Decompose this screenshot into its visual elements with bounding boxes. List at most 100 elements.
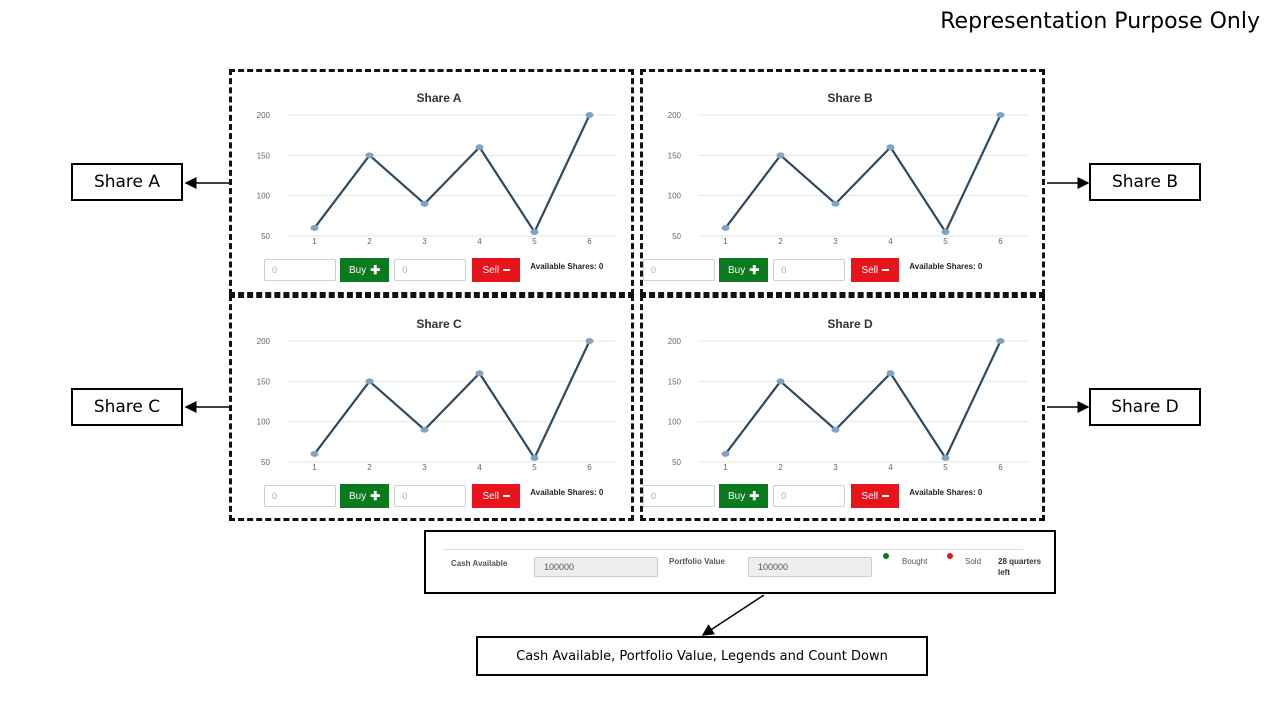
y-tick-label: 200 bbox=[257, 337, 271, 346]
share-b-callout: Share B bbox=[1089, 163, 1201, 201]
x-tick-label: 5 bbox=[943, 463, 948, 472]
x-tick-label: 2 bbox=[367, 237, 372, 246]
x-tick-label: 1 bbox=[312, 463, 317, 472]
chart-title: Share C bbox=[416, 317, 462, 331]
share-d-sell-button[interactable]: Sell bbox=[851, 484, 900, 508]
x-tick-label: 6 bbox=[998, 237, 1003, 246]
representation-note: Representation Purpose Only bbox=[940, 9, 1260, 34]
buy-label: Buy bbox=[349, 264, 367, 276]
sold-legend-label: Sold bbox=[965, 557, 982, 566]
bought-legend-dot-icon bbox=[883, 553, 889, 559]
x-tick-label: 2 bbox=[778, 463, 783, 472]
share-c-buy-button[interactable]: Buy ✚ bbox=[340, 484, 390, 508]
chart-title: Share B bbox=[827, 91, 873, 105]
data-point bbox=[365, 378, 374, 385]
share-a-buy-button[interactable]: Buy ✚ bbox=[340, 258, 390, 282]
cash-available-label: Cash Available bbox=[451, 559, 508, 568]
share-a-sell-quantity-input[interactable] bbox=[394, 259, 467, 281]
share-c-sell-quantity-input[interactable] bbox=[394, 485, 467, 507]
bought-legend-label: Bought bbox=[902, 557, 928, 566]
data-point bbox=[310, 450, 319, 457]
minus-icon bbox=[882, 495, 890, 497]
y-tick-label: 50 bbox=[261, 232, 270, 241]
share-d-controls: Buy✚ Sell Available Shares: 0 bbox=[643, 484, 982, 508]
share-b-panel: Share B 50 100 150 200 1 2 3 4 5 6 Buy✚ Sell Avail… bbox=[640, 69, 1045, 295]
data-point bbox=[831, 426, 840, 433]
x-tick-label: 3 bbox=[833, 463, 838, 472]
x-tick-label: 1 bbox=[312, 237, 317, 246]
data-point bbox=[996, 338, 1005, 344]
status-bar: Cash Available 100000 Portfolio Value 10… bbox=[424, 530, 1056, 594]
y-tick-label: 50 bbox=[672, 232, 681, 241]
minus-icon bbox=[503, 495, 511, 497]
x-tick-label: 3 bbox=[422, 237, 427, 246]
quarters-countdown: 28 quarters left bbox=[998, 557, 1042, 577]
y-tick-label: 100 bbox=[257, 418, 271, 427]
y-tick-label: 150 bbox=[668, 377, 682, 386]
share-a-callout: Share A bbox=[71, 163, 183, 201]
data-point bbox=[721, 450, 730, 457]
share-b-sell-button[interactable]: Sell bbox=[851, 258, 900, 282]
share-a-sell-button[interactable]: Sell bbox=[472, 258, 521, 282]
data-point bbox=[886, 370, 895, 377]
y-tick-label: 200 bbox=[257, 111, 271, 120]
share-a-chart: Share A 50 100 150 200 1 2 3 4 5 6 bbox=[257, 91, 617, 246]
share-d-sell-quantity-input[interactable] bbox=[773, 485, 846, 507]
share-c-available-shares: Available Shares: 0 bbox=[530, 487, 604, 497]
buy-label: Buy bbox=[349, 490, 367, 502]
buy-label: Buy bbox=[728, 490, 746, 502]
x-tick-label: 5 bbox=[532, 463, 537, 472]
share-b-sell-quantity-input[interactable] bbox=[773, 259, 846, 281]
y-tick-label: 150 bbox=[668, 151, 682, 160]
plus-icon: ✚ bbox=[370, 263, 381, 277]
status-callout: Cash Available, Portfolio Value, Legends… bbox=[476, 636, 928, 676]
cash-available-field[interactable]: 100000 bbox=[534, 557, 658, 577]
y-tick-label: 150 bbox=[257, 377, 271, 386]
share-b-buy-button[interactable]: Buy ✚ bbox=[719, 258, 769, 282]
data-point bbox=[585, 338, 594, 344]
chart-title: Share D bbox=[827, 317, 873, 331]
x-tick-label: 6 bbox=[998, 463, 1003, 472]
y-tick-label: 50 bbox=[261, 458, 270, 467]
share-b-chart: Share B 50 100 150 200 1 2 3 4 5 6 bbox=[668, 91, 1028, 246]
share-a-buy-quantity-input[interactable] bbox=[264, 259, 336, 281]
share-c-sell-button[interactable]: Sell bbox=[472, 484, 521, 508]
status-arrow bbox=[701, 594, 765, 636]
data-point bbox=[475, 144, 484, 151]
y-tick-label: 100 bbox=[257, 192, 271, 201]
data-point bbox=[365, 152, 374, 159]
y-tick-label: 150 bbox=[257, 151, 271, 160]
plus-icon: ✚ bbox=[749, 489, 760, 503]
share-d-available-shares: Available Shares: 0 bbox=[909, 487, 983, 497]
x-tick-label: 6 bbox=[587, 237, 592, 246]
buy-label: Buy bbox=[728, 264, 746, 276]
data-point bbox=[941, 454, 950, 461]
plus-icon: ✚ bbox=[370, 489, 381, 503]
data-point bbox=[420, 426, 429, 433]
data-point bbox=[530, 228, 539, 235]
x-tick-label: 4 bbox=[477, 463, 482, 472]
share-d-buy-button[interactable]: Buy ✚ bbox=[719, 484, 769, 508]
status-inner: Cash Available 100000 Portfolio Value 10… bbox=[443, 549, 1041, 590]
share-b-buy-quantity-input[interactable] bbox=[643, 259, 715, 281]
chart-title: Share A bbox=[417, 91, 462, 105]
share-d-buy-quantity-input[interactable] bbox=[643, 485, 715, 507]
data-point bbox=[310, 224, 319, 231]
y-tick-label: 200 bbox=[668, 111, 682, 120]
share-b-available-shares: Available Shares: 0 bbox=[909, 261, 983, 271]
x-tick-label: 5 bbox=[943, 237, 948, 246]
x-tick-label: 4 bbox=[888, 463, 893, 472]
series-line bbox=[313, 114, 591, 235]
sold-legend-dot-icon bbox=[947, 553, 953, 559]
sell-label: Sell bbox=[482, 264, 500, 276]
share-c-chart: Share C 50 100 150 200 1 2 3 4 5 6 bbox=[257, 317, 617, 472]
x-tick-label: 3 bbox=[833, 237, 838, 246]
data-point bbox=[585, 112, 594, 118]
data-point bbox=[530, 454, 539, 461]
share-c-buy-quantity-input[interactable] bbox=[264, 485, 336, 507]
share-a-controls: Buy✚ Sell Available Shares: 0 bbox=[264, 258, 603, 282]
portfolio-value-field[interactable]: 100000 bbox=[748, 557, 872, 577]
data-point bbox=[996, 112, 1005, 118]
x-tick-label: 2 bbox=[367, 463, 372, 472]
share-a-available-shares: Available Shares: 0 bbox=[530, 261, 604, 271]
